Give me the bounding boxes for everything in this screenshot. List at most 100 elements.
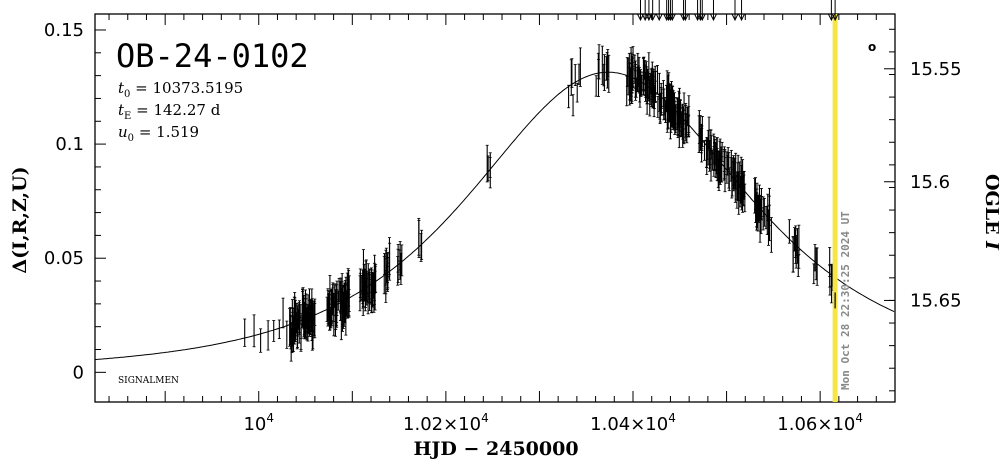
data-point (787, 219, 791, 244)
data-point (828, 247, 832, 277)
data-point (682, 109, 686, 145)
data-point (277, 319, 281, 340)
observation-arrow (668, 0, 676, 22)
observation-arrows-group (637, 0, 839, 22)
data-point (757, 184, 761, 222)
data-point (762, 198, 766, 227)
data-point (419, 233, 423, 262)
data-point (685, 119, 689, 144)
data-point (672, 92, 676, 125)
data-point (329, 308, 333, 329)
data-point (338, 284, 342, 312)
data-point (370, 279, 374, 313)
data-point (311, 315, 315, 350)
data-point (313, 302, 317, 326)
data-point (640, 74, 644, 96)
data-point (769, 217, 773, 253)
data-point (741, 176, 745, 207)
data-point (727, 152, 731, 189)
data-point (398, 260, 402, 280)
chart-axes: 104 1.02×104 1.04×104 1.06×104 0 0.05 0.1 0.15 1… (44, 13, 962, 435)
data-point (723, 157, 727, 193)
data-point (607, 54, 611, 93)
observation-arrow (655, 0, 663, 22)
observation-arrow (637, 0, 644, 22)
data-point (700, 116, 704, 147)
data-point (670, 96, 674, 127)
data-point (577, 63, 581, 85)
top-right-marker: o (868, 40, 876, 54)
data-point (725, 151, 729, 184)
data-point (386, 266, 390, 292)
y-tick-label-left: 0 (73, 362, 84, 383)
data-point (643, 64, 647, 91)
x-tick-label: 1.02×104 (403, 411, 489, 435)
y-axis-title-right: OGLE I (981, 174, 999, 251)
data-point (578, 47, 582, 87)
data-point (358, 272, 362, 302)
data-point (666, 90, 670, 130)
data-point (299, 315, 303, 352)
data-point (343, 289, 347, 317)
data-point (346, 283, 350, 319)
data-point (634, 77, 638, 98)
data-point (367, 268, 371, 304)
data-point (570, 58, 574, 88)
data-point (602, 63, 606, 87)
data-point (485, 144, 489, 183)
data-point (655, 64, 659, 95)
data-point (797, 224, 801, 255)
data-point (638, 70, 642, 108)
data-point (294, 299, 298, 336)
data-point (661, 80, 665, 107)
data-point (796, 255, 800, 277)
x-tick-label: 1.04×104 (590, 411, 676, 435)
data-point (281, 297, 285, 329)
data-point (768, 204, 772, 242)
data-point (648, 82, 652, 117)
x-tick-label: 104 (243, 411, 274, 435)
data-point (486, 155, 490, 182)
data-point (675, 98, 679, 131)
timestamp-stamp: Mon Oct 28 22:30:25 2024 UT (839, 211, 852, 390)
data-points-group (243, 44, 835, 362)
data-point (642, 57, 646, 91)
data-point (681, 108, 685, 148)
observation-arrow (649, 0, 657, 22)
watermark-label: SIGNALMEN (118, 376, 179, 386)
data-point (594, 75, 598, 97)
data-point (302, 315, 306, 338)
data-point (736, 162, 740, 201)
data-point (755, 188, 759, 216)
data-point (713, 142, 717, 170)
data-point (567, 84, 571, 109)
data-point (705, 137, 709, 160)
plot-frame (94, 13, 896, 403)
chart-title: OB-24-0102 (116, 37, 309, 75)
data-point (488, 152, 492, 189)
data-point (396, 256, 400, 286)
data-point (373, 254, 377, 294)
data-point (646, 68, 650, 97)
data-point (764, 206, 768, 230)
data-point (791, 237, 795, 273)
observation-arrow (731, 0, 739, 22)
data-point (709, 129, 713, 166)
data-point (400, 244, 404, 277)
data-point (629, 67, 633, 93)
data-point (327, 291, 331, 325)
data-point (291, 311, 295, 332)
observation-arrow (681, 0, 689, 22)
data-point (306, 294, 310, 333)
data-point (341, 285, 345, 325)
y-tick-label-left: 0.15 (44, 20, 84, 41)
data-point (333, 283, 337, 306)
data-point (382, 255, 386, 295)
data-point (738, 161, 742, 189)
data-point (650, 74, 654, 101)
x-axis-title: HJD − 2450000 (413, 438, 578, 459)
data-point (360, 274, 364, 295)
current-time-line (832, 14, 838, 402)
data-point (363, 275, 367, 302)
